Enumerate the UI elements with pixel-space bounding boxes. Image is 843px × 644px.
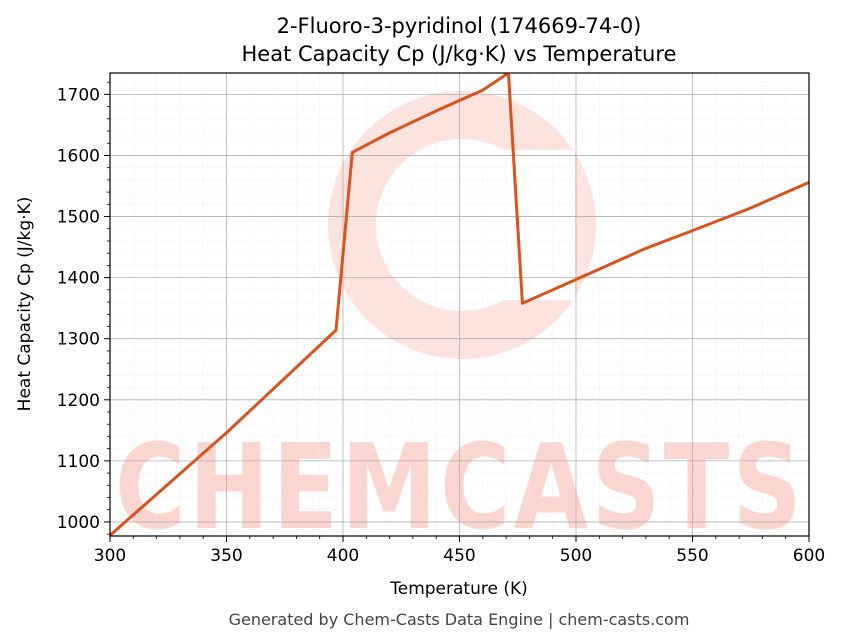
watermark-logo [328, 91, 596, 359]
y-tick-label: 1700 [57, 85, 100, 105]
y-tick-label: 1500 [57, 208, 100, 228]
y-axis-label: Heat Capacity Cp (J/kg·K) [15, 197, 35, 412]
y-tick-label: 1600 [57, 146, 100, 166]
series-layer [110, 73, 809, 536]
y-tick-label: 1200 [57, 391, 100, 411]
series-line-0 [110, 73, 809, 536]
y-tick-label: 1100 [57, 452, 100, 472]
y-tick-label: 1300 [57, 330, 100, 350]
chart-title: 2-Fluoro-3-pyridinol (174669-74-0) [277, 14, 642, 38]
x-tick-label: 600 [793, 546, 825, 566]
x-tick-label: 500 [560, 546, 592, 566]
watermark: CHEMCASTS [115, 91, 805, 556]
footer-credit: Generated by Chem-Casts Data Engine | ch… [229, 610, 690, 629]
chart-subtitle: Heat Capacity Cp (J/kg·K) vs Temperature [242, 42, 677, 66]
x-axis-label: Temperature (K) [389, 579, 528, 599]
x-axis-ticks: 300 350 400 450 500 550 600 [94, 536, 825, 566]
x-tick-label: 350 [210, 546, 242, 566]
y-tick-label: 1000 [57, 513, 100, 533]
watermark-text: CHEMCASTS [115, 418, 805, 556]
x-tick-label: 400 [327, 546, 359, 566]
x-tick-label: 550 [676, 546, 708, 566]
y-tick-label: 1400 [57, 269, 100, 289]
x-tick-label: 450 [443, 546, 475, 566]
x-tick-label: 300 [94, 546, 126, 566]
y-axis-ticks: 1000 1100 1200 1300 1400 1500 1600 1700 [57, 81, 110, 535]
